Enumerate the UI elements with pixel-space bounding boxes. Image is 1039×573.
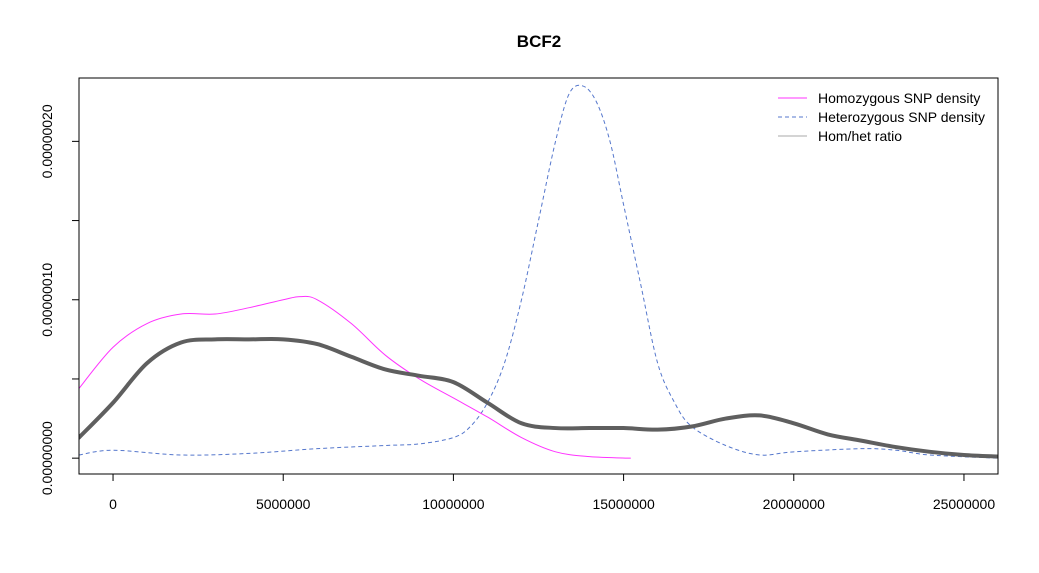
legend-label-2: Hom/het ratio (818, 128, 902, 144)
axes: 0 5000000 10000000 15000000 20000000 25000000… (39, 77, 999, 512)
x-tick-label-1: 5000000 (256, 496, 311, 512)
x-tick-label-0: 0 (109, 496, 117, 512)
legend-label-0: Homozygous SNP density (818, 90, 980, 106)
legend: Homozygous SNP density Heterozygous SNP d… (778, 90, 985, 144)
series-line-1 (79, 84, 998, 459)
x-tick-label-5: 25000000 (933, 496, 996, 512)
plot-area (79, 84, 998, 459)
y-tick-label-0: 0.00000000 (39, 421, 55, 495)
series-line-2 (79, 337, 998, 459)
x-tick-label-2: 10000000 (422, 496, 485, 512)
y-tick-label-2: 0.00000010 (39, 263, 55, 337)
legend-label-1: Heterozygous SNP density (818, 109, 985, 125)
x-tick-label-3: 15000000 (592, 496, 655, 512)
y-tick-label-4: 0.00000020 (39, 104, 55, 178)
x-tick-label-4: 20000000 (763, 496, 826, 512)
series-line-0 (79, 295, 631, 459)
plot-box (78, 77, 999, 475)
chart-title: BCF2 (517, 32, 561, 51)
